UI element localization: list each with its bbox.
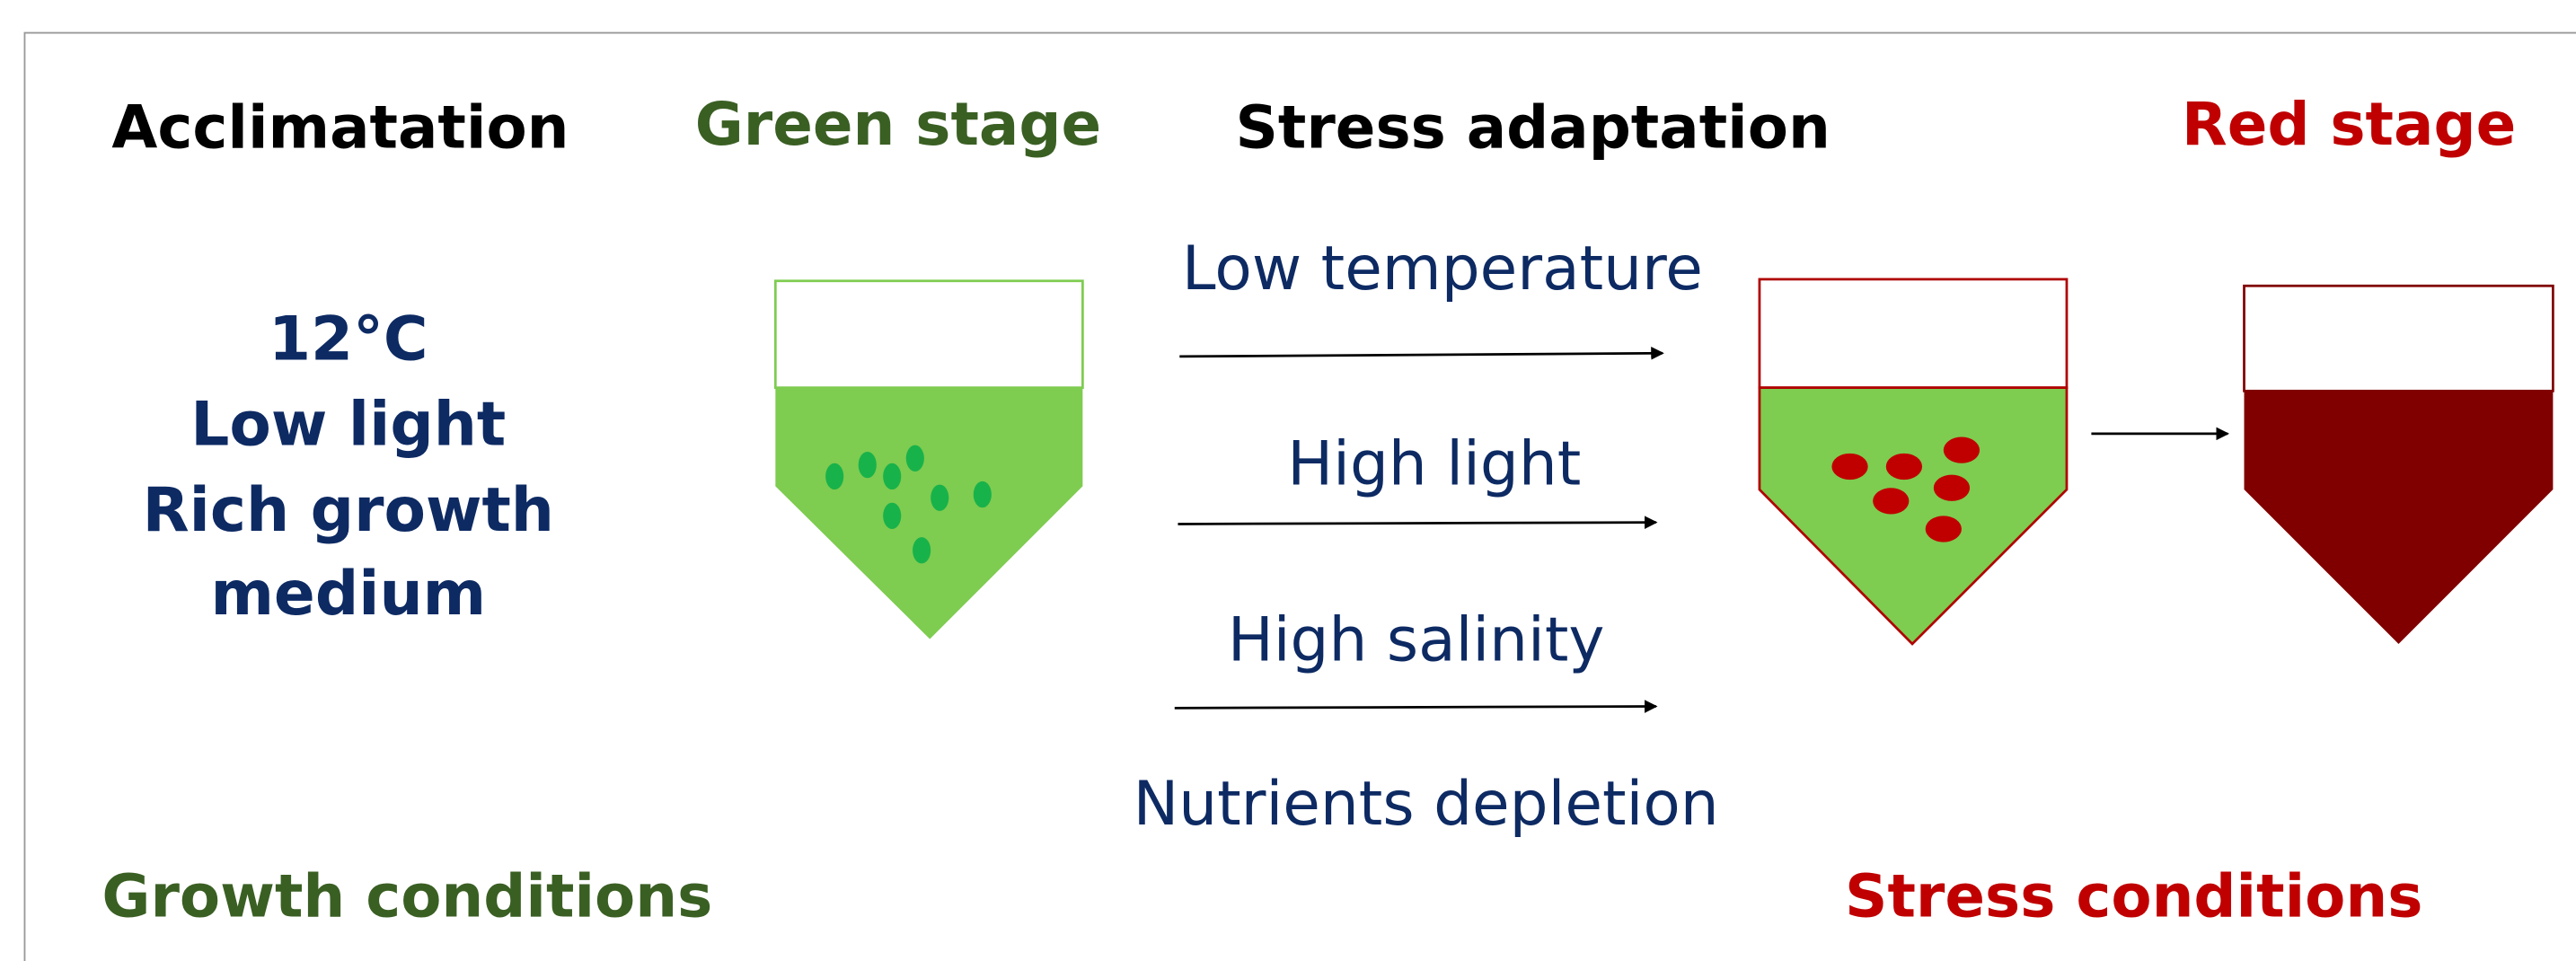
- green-tube: [773, 279, 1084, 639]
- header: Green stage: [695, 90, 1101, 159]
- stresses: Low temperature High light High salinity…: [1134, 233, 1719, 839]
- red-tube: [2243, 284, 2554, 644]
- footer-label: Growth conditions: [101, 862, 712, 931]
- condition-line: 12°C: [269, 304, 428, 375]
- transition-tube: [1758, 278, 2069, 646]
- stress-label: High salinity: [1228, 604, 1605, 674]
- condition-line: Rich growth: [143, 474, 554, 545]
- conditions: 12°C Low light Rich growth medium: [143, 304, 554, 630]
- header: Red stage: [2182, 90, 2516, 159]
- stress-label: Nutrients depletion: [1134, 768, 1719, 839]
- footer-label: Stress conditions: [1845, 862, 2422, 931]
- condition-line: Low light: [190, 389, 506, 460]
- stress-label: Low temperature: [1182, 233, 1703, 304]
- header: Acclimatation: [111, 93, 569, 163]
- stress-label: High light: [1287, 428, 1581, 499]
- header: Stress adaptation: [1235, 93, 1830, 163]
- condition-line: medium: [210, 558, 486, 629]
- arrows: [1174, 347, 2230, 713]
- frame: [23, 31, 2576, 961]
